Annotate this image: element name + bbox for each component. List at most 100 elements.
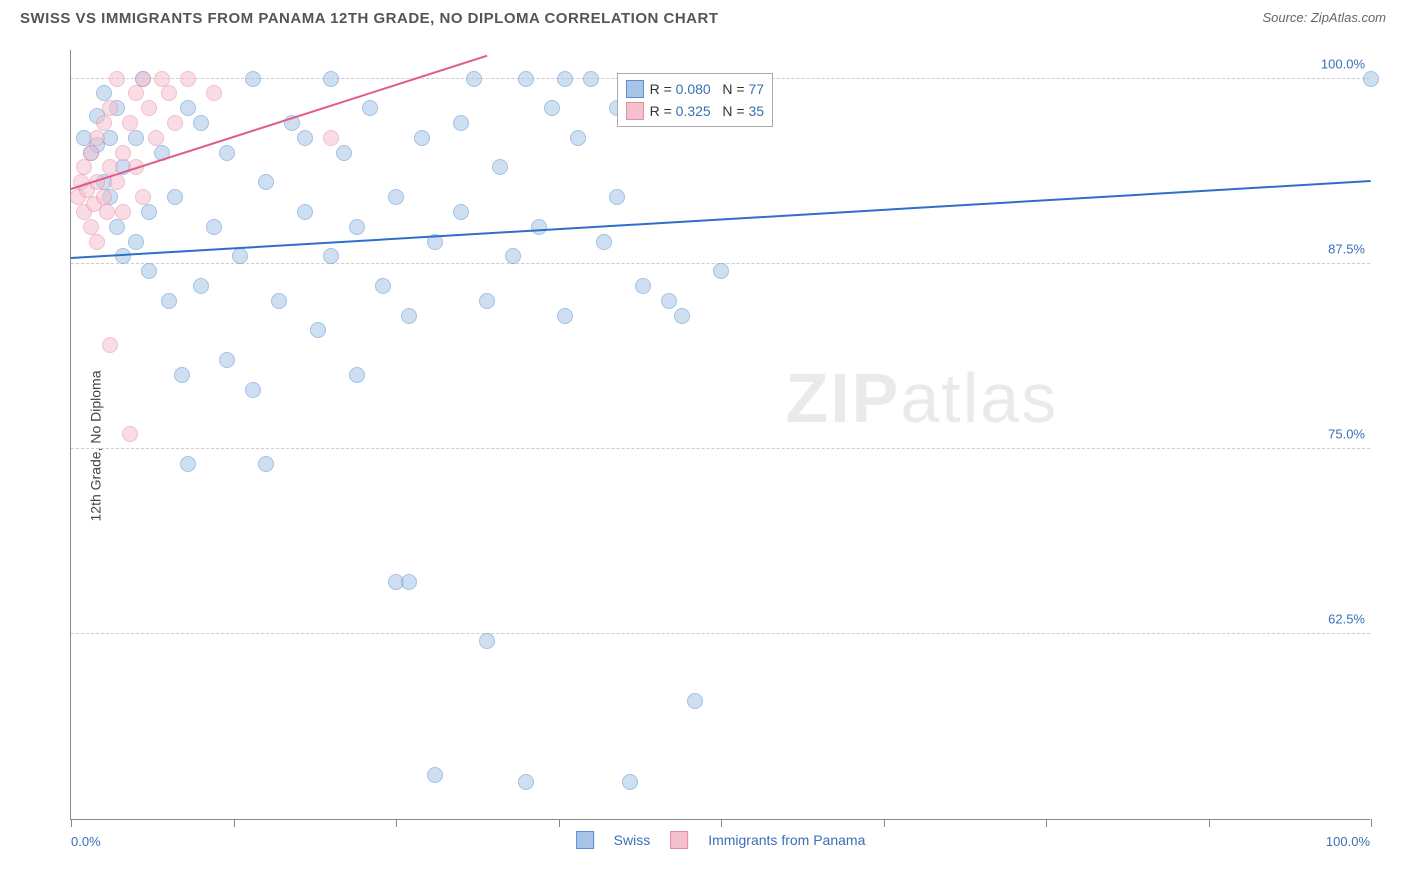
chart-header: SWISS VS IMMIGRANTS FROM PANAMA 12TH GRA… (10, 10, 1396, 32)
data-point (206, 85, 222, 101)
stats-row: R = 0.080 N = 77 (626, 78, 764, 100)
x-max-label: 100.0% (1326, 834, 1370, 849)
data-point (479, 293, 495, 309)
data-point (375, 278, 391, 294)
x-tick (234, 819, 235, 827)
data-point (89, 130, 105, 146)
data-point (635, 278, 651, 294)
data-point (135, 189, 151, 205)
data-point (310, 322, 326, 338)
y-tick-label: 75.0% (1328, 426, 1365, 441)
data-point (583, 71, 599, 87)
data-point (219, 145, 235, 161)
legend-swatch (576, 831, 594, 849)
data-point (122, 426, 138, 442)
data-point (99, 204, 115, 220)
data-point (622, 774, 638, 790)
x-tick (721, 819, 722, 827)
data-point (128, 85, 144, 101)
data-point (245, 382, 261, 398)
data-point (193, 115, 209, 131)
data-point (128, 234, 144, 250)
data-point (414, 130, 430, 146)
data-point (180, 100, 196, 116)
data-point (115, 204, 131, 220)
data-point (148, 130, 164, 146)
data-point (258, 174, 274, 190)
data-point (271, 293, 287, 309)
data-point (466, 71, 482, 87)
stats-text: R = 0.080 N = 77 (650, 81, 764, 97)
legend-swatch (626, 80, 644, 98)
data-point (115, 248, 131, 264)
data-point (135, 71, 151, 87)
x-min-label: 0.0% (71, 834, 101, 849)
data-point (323, 130, 339, 146)
x-tick (71, 819, 72, 827)
data-point (336, 145, 352, 161)
data-point (557, 308, 573, 324)
y-tick-label: 100.0% (1321, 56, 1365, 71)
data-point (674, 308, 690, 324)
data-point (570, 130, 586, 146)
data-point (122, 115, 138, 131)
data-point (245, 71, 261, 87)
data-point (544, 100, 560, 116)
data-point (141, 204, 157, 220)
data-point (258, 456, 274, 472)
data-point (427, 767, 443, 783)
data-point (96, 115, 112, 131)
data-point (180, 71, 196, 87)
data-point (102, 337, 118, 353)
data-point (76, 159, 92, 175)
y-tick-label: 87.5% (1328, 241, 1365, 256)
x-tick (1209, 819, 1210, 827)
data-point (492, 159, 508, 175)
data-point (518, 71, 534, 87)
data-point (453, 204, 469, 220)
data-point (206, 219, 222, 235)
data-point (531, 219, 547, 235)
data-point (401, 574, 417, 590)
data-point (180, 456, 196, 472)
data-point (128, 130, 144, 146)
data-point (388, 189, 404, 205)
data-point (1363, 71, 1379, 87)
stats-box: R = 0.080 N = 77 R = 0.325 N = 35 (617, 73, 773, 127)
data-point (518, 774, 534, 790)
x-tick (1371, 819, 1372, 827)
plot-area: ZIPatlas 62.5%75.0%87.5%100.0%0.0%100.0%… (70, 50, 1370, 820)
data-point (323, 248, 339, 264)
data-point (174, 367, 190, 383)
chart-title: SWISS VS IMMIGRANTS FROM PANAMA 12TH GRA… (20, 10, 719, 27)
x-tick (1046, 819, 1047, 827)
data-point (96, 85, 112, 101)
x-tick (559, 819, 560, 827)
stats-row: R = 0.325 N = 35 (626, 100, 764, 122)
data-point (161, 293, 177, 309)
data-point (115, 145, 131, 161)
data-point (479, 633, 495, 649)
data-point (297, 204, 313, 220)
y-tick-label: 62.5% (1328, 611, 1365, 626)
legend-swatch (670, 831, 688, 849)
gridline (71, 448, 1370, 449)
data-point (557, 71, 573, 87)
data-point (609, 189, 625, 205)
data-point (713, 263, 729, 279)
data-point (96, 189, 112, 205)
data-point (661, 293, 677, 309)
data-point (687, 693, 703, 709)
x-tick (884, 819, 885, 827)
data-point (505, 248, 521, 264)
data-point (141, 263, 157, 279)
data-point (453, 115, 469, 131)
data-point (89, 234, 105, 250)
data-point (154, 71, 170, 87)
x-tick (396, 819, 397, 827)
gridline (71, 633, 1370, 634)
data-point (102, 100, 118, 116)
stats-text: R = 0.325 N = 35 (650, 103, 764, 119)
legend-label: Swiss (614, 832, 651, 848)
data-point (362, 100, 378, 116)
